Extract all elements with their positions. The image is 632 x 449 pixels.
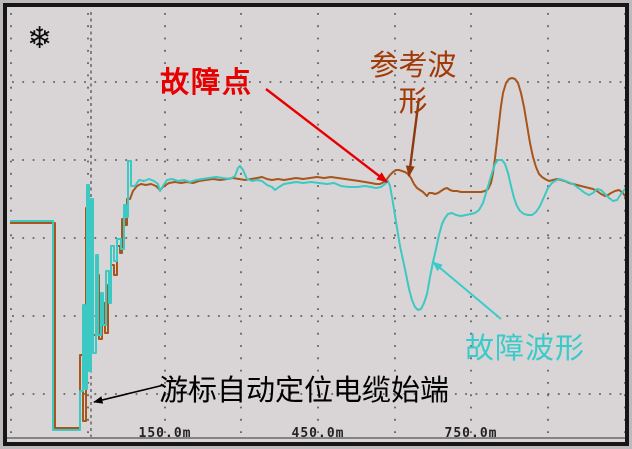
waveform-svg (10, 12, 629, 439)
fault-wave-label: 故障波形 (465, 331, 586, 365)
fault-waveform (10, 159, 629, 431)
cursor-arrow (93, 384, 165, 404)
reference-wave-label-line1: 参考波 (369, 48, 457, 82)
reference-wave-arrow (405, 97, 421, 178)
cursor-note-label: 游标自动定位电缆始端 (159, 373, 450, 407)
fault-wave-arrow (432, 261, 502, 320)
reference-wave-label-line2: 形 (398, 84, 428, 118)
waveform-plot: ❄ 故障点 参考波 形 故障波形 游标自动定位电缆始端 150.0m 450.0… (3, 3, 629, 446)
bottom-ridge (7, 437, 625, 439)
fault-point-arrow (265, 88, 388, 183)
reference-wave-label: 参考波 形 (361, 47, 465, 119)
snowflake-icon: ❄ (27, 21, 53, 56)
fault-point-label: 故障点 (160, 65, 254, 99)
reference-waveform (10, 77, 629, 429)
